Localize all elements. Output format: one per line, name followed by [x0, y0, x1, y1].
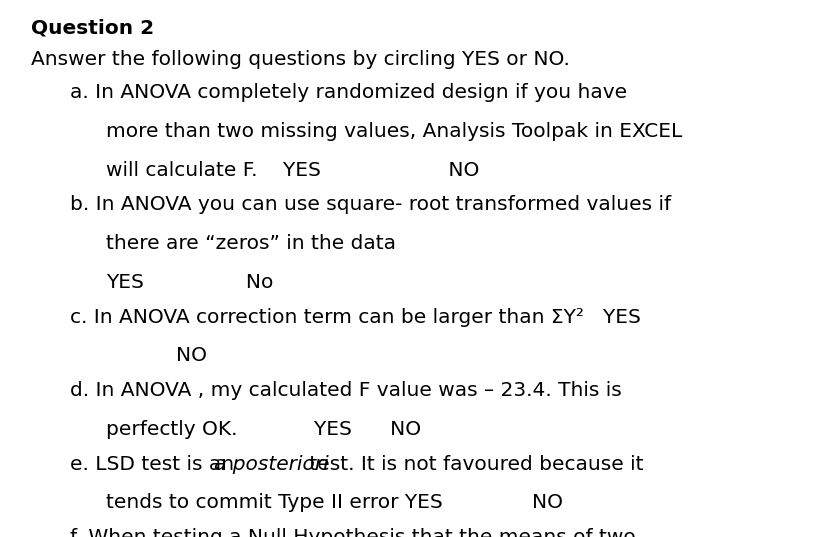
Text: d. In ANOVA , my calculated F value was – 23.4. This is: d. In ANOVA , my calculated F value was … [70, 381, 621, 400]
Text: NO: NO [176, 346, 207, 365]
Text: Answer the following questions by circling YES or NO.: Answer the following questions by circli… [31, 50, 570, 69]
Text: more than two missing values, Analysis Toolpak in EXCEL: more than two missing values, Analysis T… [106, 122, 681, 141]
Text: a. In ANOVA completely randomized design if you have: a. In ANOVA completely randomized design… [70, 83, 627, 103]
Text: Question 2: Question 2 [31, 19, 155, 38]
Text: f. When testing a Null Hypothesis that the means of two: f. When testing a Null Hypothesis that t… [70, 528, 635, 537]
Text: perfectly OK.            YES      NO: perfectly OK. YES NO [106, 420, 421, 439]
Text: .: . [146, 19, 152, 38]
Text: YES                No: YES No [106, 273, 273, 292]
Text: e. LSD test is an: e. LSD test is an [70, 454, 241, 474]
Text: a posteriori: a posteriori [213, 454, 328, 474]
Text: test. It is not favoured because it: test. It is not favoured because it [303, 454, 643, 474]
Text: c. In ANOVA correction term can be larger than ΣY²   YES: c. In ANOVA correction term can be large… [70, 308, 640, 326]
Text: b. In ANOVA you can use square- root transformed values if: b. In ANOVA you can use square- root tra… [70, 195, 671, 214]
Text: there are “zeros” in the data: there are “zeros” in the data [106, 234, 395, 253]
Text: tends to commit Type II error YES              NO: tends to commit Type II error YES NO [106, 493, 562, 512]
Text: will calculate F.    YES                    NO: will calculate F. YES NO [106, 161, 479, 180]
